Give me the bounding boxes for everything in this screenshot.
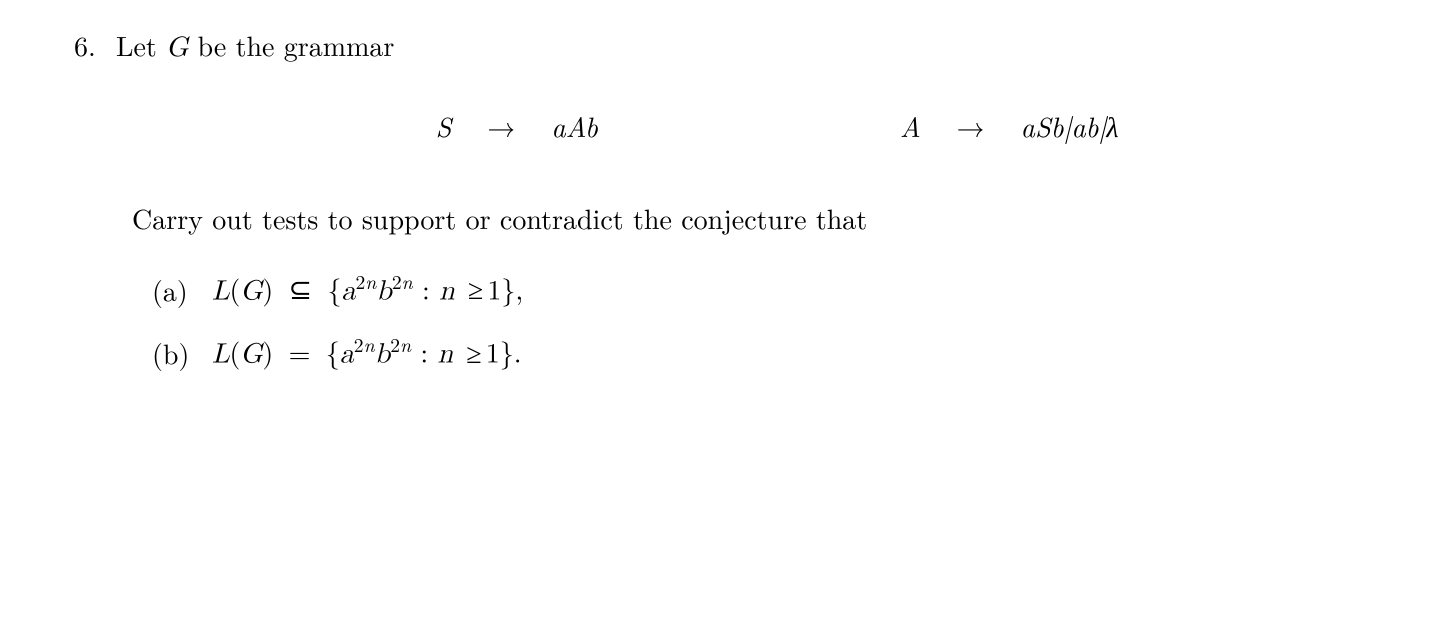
paren-open: ( bbox=[230, 268, 241, 308]
subpart-b-expression: L(G) = {a2nb2n : n ≥1}. bbox=[212, 330, 522, 375]
rule-lhs: A bbox=[881, 105, 921, 147]
rule-lhs: S bbox=[411, 105, 451, 147]
sym-n: n bbox=[439, 277, 455, 305]
exp-2: 2 bbox=[390, 330, 400, 358]
set-close: }. bbox=[500, 332, 522, 372]
relation-equals: = bbox=[283, 332, 317, 372]
sym-L: L bbox=[212, 277, 230, 305]
exp-n: n bbox=[400, 330, 411, 358]
subpart-label: (b) bbox=[152, 332, 196, 374]
rule-arrow: → bbox=[481, 105, 521, 147]
rule-arrow: → bbox=[951, 105, 991, 147]
exp-n: n bbox=[402, 267, 413, 295]
sym-b: b bbox=[375, 341, 391, 369]
paren-close: ) bbox=[262, 268, 273, 308]
sym-a: a bbox=[340, 341, 354, 369]
subpart-a: (a) L(G) ⊆ {a2nb2n : n ≥1}, bbox=[152, 267, 1396, 312]
sym-n: n bbox=[437, 341, 453, 369]
set-open: { bbox=[327, 268, 341, 308]
num-one: 1 bbox=[486, 332, 500, 372]
paren-open: ( bbox=[230, 332, 241, 372]
subpart-b: (b) L(G) = {a2nb2n : n ≥1}. bbox=[152, 330, 1396, 375]
grammar-rule-1: S → aAb bbox=[411, 105, 751, 147]
exp-2: 2 bbox=[354, 330, 364, 358]
exp-n: n bbox=[364, 330, 375, 358]
problem-block: 6. Let G be the grammar S → aAb A → aSb|… bbox=[74, 24, 1396, 187]
sym-b: b bbox=[376, 277, 392, 305]
set-open: { bbox=[326, 332, 340, 372]
intro-variable: G bbox=[166, 34, 188, 62]
sym-G: G bbox=[240, 341, 262, 369]
num-one: 1 bbox=[487, 268, 501, 308]
sym-L: L bbox=[212, 341, 230, 369]
geq: ≥ bbox=[462, 332, 485, 372]
exp-2: 2 bbox=[392, 267, 402, 295]
colon: : bbox=[411, 332, 437, 372]
subpart-label: (a) bbox=[152, 269, 196, 311]
subpart-a-expression: L(G) ⊆ {a2nb2n : n ≥1}, bbox=[212, 267, 523, 312]
problem-body: Let G be the grammar S → aAb A → aSb|ab|… bbox=[116, 24, 1396, 187]
rule-rhs: aSb|ab|λ bbox=[1021, 105, 1221, 147]
sym-a: a bbox=[341, 277, 355, 305]
geq: ≥ bbox=[464, 268, 487, 308]
subparts: (a) L(G) ⊆ {a2nb2n : n ≥1}, (b) L(G) = {… bbox=[152, 267, 1396, 376]
sym-G: G bbox=[240, 277, 262, 305]
exp-n: n bbox=[365, 267, 376, 295]
grammar-rule-2: A → aSb|ab|λ bbox=[881, 105, 1221, 147]
intro-suffix: be the grammar bbox=[188, 25, 394, 65]
rule-rhs: aAb bbox=[551, 105, 751, 147]
set-close: }, bbox=[501, 268, 523, 308]
intro-prefix: Let bbox=[116, 25, 166, 65]
exp-2: 2 bbox=[355, 267, 365, 295]
relation-subset: ⊆ bbox=[283, 268, 318, 308]
problem-number: 6. bbox=[74, 24, 104, 66]
carry-out-text: Carry out tests to support or contradict… bbox=[132, 197, 1396, 239]
paren-close: ) bbox=[262, 332, 273, 372]
colon: : bbox=[413, 268, 439, 308]
grammar-block: S → aAb A → aSb|ab|λ bbox=[116, 99, 1396, 153]
